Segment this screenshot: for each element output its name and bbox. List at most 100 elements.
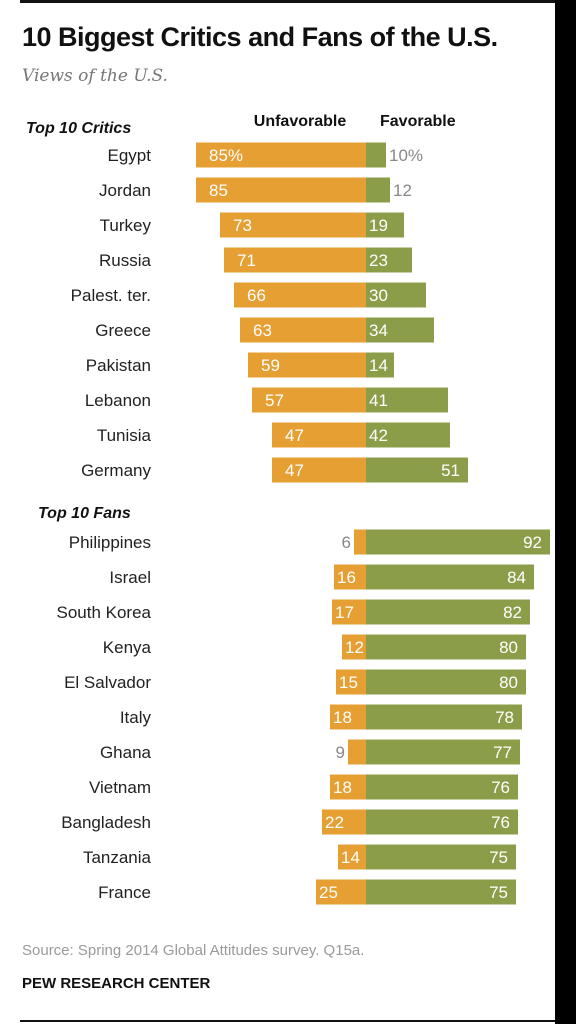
bar-unfavorable: [348, 739, 366, 765]
value-favorable: 77: [493, 743, 512, 762]
value-unfavorable: 14: [341, 848, 360, 867]
diverging-bar-chart: Unfavorable Favorable Top 10 Critics Egypt 8…: [26, 113, 550, 905]
country-label: Israel: [109, 568, 151, 587]
country-label: Vietnam: [89, 778, 151, 797]
value-favorable: 78: [495, 708, 514, 727]
country-label: Kenya: [103, 638, 152, 657]
bar-unfavorable: [316, 879, 366, 905]
bar-unfavorable: [240, 317, 366, 343]
country-label: Tanzania: [83, 848, 152, 867]
bar-favorable: [366, 247, 412, 273]
country-label: Pakistan: [86, 356, 151, 375]
value-unfavorable: 47: [285, 426, 304, 445]
bar-unfavorable: [336, 669, 366, 695]
value-favorable: 23: [369, 251, 388, 270]
value-unfavorable: 12: [345, 638, 364, 657]
value-unfavorable: 25: [319, 883, 338, 902]
country-label: Egypt: [108, 146, 152, 165]
country-label: Jordan: [99, 181, 151, 200]
bar-favorable: [366, 599, 530, 625]
bar-favorable: [366, 529, 550, 555]
value-unfavorable: 16: [337, 568, 356, 587]
bar-unfavorable: [252, 387, 366, 413]
bar-favorable: [366, 142, 386, 168]
value-favorable: 92: [523, 533, 542, 552]
value-favorable: 19: [369, 216, 388, 235]
bar-unfavorable: [272, 457, 366, 483]
value-favorable: 34: [369, 321, 388, 340]
bar-favorable: [366, 457, 468, 483]
value-unfavorable: 18: [333, 708, 352, 727]
value-unfavorable: 59: [261, 356, 280, 375]
bar-favorable: [366, 669, 526, 695]
value-unfavorable: 85: [209, 181, 228, 200]
bar-unfavorable: [330, 704, 366, 730]
value-unfavorable: 15: [339, 673, 358, 692]
value-unfavorable: 18: [333, 778, 352, 797]
bar-unfavorable: [322, 809, 366, 835]
bar-unfavorable: [342, 634, 366, 660]
country-label: Turkey: [100, 216, 152, 235]
value-favorable: 10%: [389, 146, 423, 165]
value-favorable: 42: [369, 426, 388, 445]
bar-favorable: [366, 774, 518, 800]
country-label: Italy: [120, 708, 152, 727]
value-unfavorable: 57: [265, 391, 284, 410]
value-favorable: 75: [489, 848, 508, 867]
bar-unfavorable: [354, 529, 366, 555]
bar-favorable: [366, 177, 390, 203]
bar-unfavorable: [224, 247, 366, 273]
country-label: Germany: [81, 461, 151, 480]
value-favorable: 51: [441, 461, 460, 480]
right-border: [555, 0, 576, 1024]
bar-favorable: [366, 317, 434, 343]
country-label: Philippines: [69, 533, 151, 552]
bar-unfavorable: [334, 564, 366, 590]
country-label: Greece: [95, 321, 151, 340]
value-unfavorable: 6: [342, 533, 351, 552]
value-unfavorable: 85%: [209, 146, 243, 165]
country-label: South Korea: [56, 603, 151, 622]
chart-subtitle: Views of the U.S.: [22, 66, 168, 86]
value-unfavorable: 47: [285, 461, 304, 480]
value-favorable: 82: [503, 603, 522, 622]
header-unfavorable: Unfavorable: [254, 113, 347, 130]
bar-unfavorable: [196, 142, 366, 168]
bar-favorable: [366, 282, 426, 308]
country-label: Bangladesh: [61, 813, 151, 832]
bar-unfavorable: [248, 352, 366, 378]
bar-unfavorable: [272, 422, 366, 448]
country-label: Lebanon: [85, 391, 151, 410]
bar-favorable: [366, 634, 526, 660]
value-unfavorable: 9: [336, 743, 345, 762]
bar-unfavorable: [234, 282, 366, 308]
value-favorable: 80: [499, 673, 518, 692]
bar-favorable: [366, 212, 404, 238]
bar-favorable: [366, 739, 520, 765]
bar-favorable: [366, 879, 516, 905]
value-unfavorable: 71: [237, 251, 256, 270]
value-favorable: 12: [393, 181, 412, 200]
value-unfavorable: 63: [253, 321, 272, 340]
bar-unfavorable: [332, 599, 366, 625]
bar-favorable: [366, 704, 522, 730]
country-label: El Salvador: [64, 673, 151, 692]
country-label: France: [98, 883, 151, 902]
value-favorable: 76: [491, 813, 510, 832]
bar-unfavorable: [330, 774, 366, 800]
chart-title: 10 Biggest Critics and Fans of the U.S.: [22, 22, 498, 52]
country-label: Ghana: [100, 743, 152, 762]
value-favorable: 30: [369, 286, 388, 305]
value-favorable: 80: [499, 638, 518, 657]
source-note: Source: Spring 2014 Global Attitudes sur…: [22, 942, 365, 959]
bar-favorable: [366, 844, 516, 870]
bar-favorable: [366, 422, 450, 448]
value-favorable: 14: [369, 356, 388, 375]
country-label: Russia: [99, 251, 152, 270]
header-favorable: Favorable: [380, 113, 456, 130]
value-favorable: 76: [491, 778, 510, 797]
value-favorable: 75: [489, 883, 508, 902]
top-rule: [20, 0, 555, 3]
country-label: Palest. ter.: [71, 286, 151, 305]
